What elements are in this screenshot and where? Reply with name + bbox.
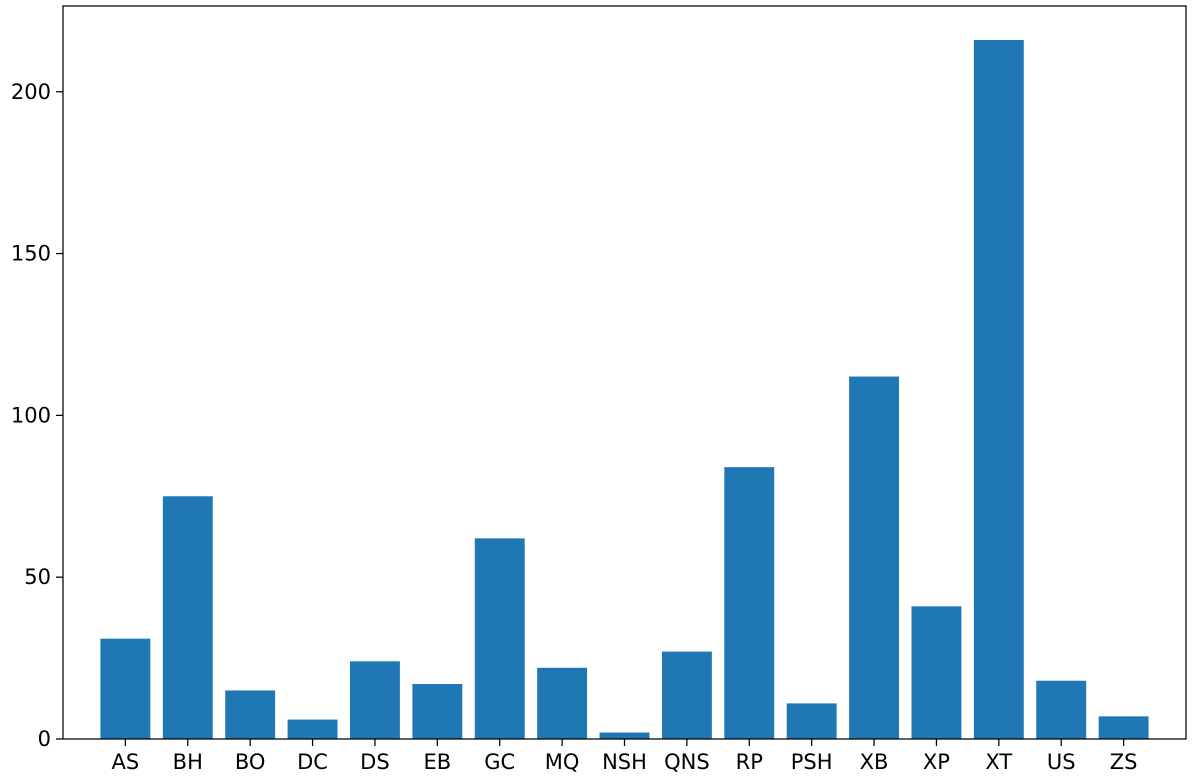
y-tick-label: 100 [11, 403, 51, 427]
bar-rp [724, 467, 775, 739]
x-tick-label: DS [360, 750, 390, 774]
x-tick-label: PSH [791, 750, 833, 774]
x-axis: AS BH BO DC DS EB GC MQ NSH QNS RP PSH XB XP XT US ZS [112, 739, 1138, 774]
x-tick-label: US [1047, 750, 1076, 774]
x-tick-label: XB [860, 750, 889, 774]
x-tick-label: NSH [602, 750, 647, 774]
bar-psh [786, 703, 837, 739]
x-tick-label: GC [484, 750, 515, 774]
bar-eb [412, 683, 463, 739]
x-tick-label: AS [112, 750, 140, 774]
x-tick-label: XP [923, 750, 950, 774]
x-tick-label: MQ [545, 750, 580, 774]
x-tick-label: ZS [1110, 750, 1138, 774]
x-tick-label: BO [235, 750, 266, 774]
bar-bo [225, 690, 276, 739]
bar-bh [162, 496, 213, 739]
y-tick-label: 200 [11, 80, 51, 104]
y-tick-label: 50 [24, 565, 51, 589]
bar-qns [661, 651, 712, 739]
bar-dc [287, 719, 338, 739]
bar-xb [849, 376, 900, 739]
x-tick-label: RP [736, 750, 763, 774]
bar-us [1036, 680, 1087, 739]
bar-ds [349, 661, 400, 739]
x-tick-label: DC [297, 750, 328, 774]
bar-nsh [599, 732, 650, 739]
bar-as [100, 638, 151, 739]
bars-group [100, 39, 1149, 740]
bar-xp [911, 606, 962, 739]
plot-frame [62, 5, 1187, 740]
y-tick-label: 150 [11, 242, 51, 266]
bar-mq [537, 667, 588, 739]
bar-gc [474, 538, 525, 739]
x-tick-label: BH [173, 750, 203, 774]
x-tick-label: EB [423, 750, 451, 774]
bar-zs [1098, 716, 1149, 739]
y-tick-label: 0 [38, 727, 51, 751]
x-tick-label: QNS [664, 750, 710, 774]
y-axis: 0 50 100 150 200 [11, 80, 63, 751]
x-tick-label: XT [985, 750, 1012, 774]
bar-xt [973, 39, 1024, 740]
